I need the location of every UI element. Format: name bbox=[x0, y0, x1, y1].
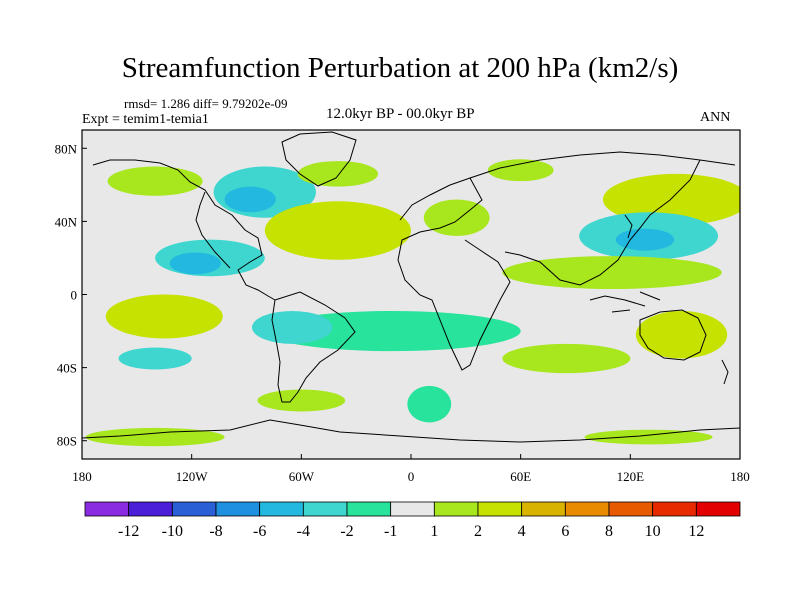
anomaly-region-indian-pos bbox=[502, 343, 631, 374]
colorbar-label: -1 bbox=[384, 523, 397, 540]
experiment-label: Expt = temim1-temia1 bbox=[82, 112, 209, 127]
colorbar: -12 -10 -8 -6 -4 -2 -1 1 2 4 6 8 10 12 bbox=[84, 501, 741, 540]
anomaly-region-ne-pacific-neg-core bbox=[169, 252, 221, 275]
colorbar-swatch bbox=[652, 501, 697, 517]
coast-asia bbox=[469, 151, 736, 286]
colorbar-swatch bbox=[171, 501, 217, 517]
y-tick-label: 80S bbox=[57, 434, 77, 449]
colorbar-swatch bbox=[477, 501, 523, 517]
colorbar-swatch bbox=[215, 501, 261, 517]
x-tick-label: 60W bbox=[289, 469, 315, 484]
colorbar-swatch bbox=[259, 501, 304, 517]
season-label: ANN bbox=[700, 110, 731, 125]
colorbar-swatch bbox=[521, 501, 566, 517]
anomaly-region-antarctic-pos bbox=[584, 429, 713, 445]
anomaly-region-europe-pos bbox=[423, 199, 490, 237]
anomaly-region-nw-pacific-pos-core bbox=[633, 188, 700, 211]
anomaly-region-alaska-pos bbox=[107, 166, 203, 196]
y-tick-label: 40S bbox=[57, 361, 77, 376]
anomaly-region-s-america-pos bbox=[257, 389, 346, 412]
colorbar-swatch bbox=[84, 501, 130, 517]
y-tick-label: 0 bbox=[71, 288, 78, 303]
colorbar-label: -8 bbox=[209, 523, 222, 540]
x-tick-label: 120W bbox=[176, 469, 209, 484]
colorbar-swatch bbox=[564, 501, 610, 517]
colorbar-swatch bbox=[346, 501, 392, 517]
anomaly-region-canada-pos bbox=[297, 161, 379, 187]
y-tick-label: 40N bbox=[55, 214, 78, 229]
coast-indonesia bbox=[589, 291, 661, 313]
x-tick-label: 60E bbox=[510, 469, 531, 484]
colorbar-label: 2 bbox=[474, 523, 482, 540]
stats-line: rmsd= 1.286 diff= 9.79202e-09 bbox=[124, 96, 288, 111]
coast-greenland bbox=[281, 131, 357, 187]
anomaly-region-s-ocean-pos bbox=[85, 427, 225, 447]
colorbar-swatch bbox=[128, 501, 173, 517]
colorbar-swatch bbox=[695, 501, 741, 517]
colorbar-label: 8 bbox=[605, 523, 613, 540]
map-title: Streamfunction Perturbation at 200 hPa (… bbox=[121, 52, 679, 84]
x-tick-label: 180 bbox=[72, 469, 92, 484]
anomaly-region-n-indian-pos bbox=[502, 256, 722, 290]
anomaly-region-siberia-pos bbox=[487, 159, 554, 182]
colorbar-label: 10 bbox=[645, 523, 661, 540]
anomaly-region-e-pacific-pos-core bbox=[140, 305, 199, 328]
colorbar-label: 6 bbox=[561, 523, 569, 540]
x-tick-label: 180 bbox=[730, 469, 750, 484]
coastlines bbox=[82, 131, 740, 443]
anomaly-region-australia-pos-core bbox=[666, 323, 704, 346]
anomaly-region-atlantic-pos-core bbox=[290, 212, 379, 246]
y-tick-label: 80N bbox=[55, 141, 78, 156]
colorbar-swatch bbox=[608, 501, 654, 517]
colorbar-swatch bbox=[390, 501, 435, 517]
anomaly-field bbox=[85, 159, 740, 447]
colorbar-label: 12 bbox=[688, 523, 704, 540]
colorbar-label: -2 bbox=[340, 523, 353, 540]
colorbar-label: -4 bbox=[297, 523, 310, 540]
anomaly-region-west-pacific-neg-core bbox=[615, 228, 675, 251]
coast-europe-africa bbox=[397, 177, 511, 371]
coast-australia bbox=[639, 309, 707, 361]
colorbar-label: -12 bbox=[118, 523, 139, 540]
colorbar-swatch bbox=[433, 501, 479, 517]
anomaly-region-s-pacific-neg bbox=[118, 347, 192, 370]
colorbar-label: 1 bbox=[430, 523, 438, 540]
colorbar-label: -10 bbox=[162, 523, 183, 540]
colorbar-label: -6 bbox=[253, 523, 266, 540]
colorbar-swatch bbox=[302, 501, 348, 517]
x-tick-label: 0 bbox=[408, 469, 415, 484]
anomaly-region-n-america-neg-core bbox=[224, 186, 276, 213]
coast-antarctica bbox=[82, 419, 740, 443]
coast-new-zealand bbox=[721, 359, 729, 385]
anomaly-region-s-america-neg bbox=[251, 310, 333, 344]
x-tick-label: 120E bbox=[617, 469, 645, 484]
coast-north-america bbox=[92, 159, 276, 301]
colorbar-label: 4 bbox=[518, 523, 526, 540]
axis-ticks: 180 120W 60W 0 60E 120E 180 80N 40N 0 40S 80S bbox=[55, 141, 750, 484]
period-label: 12.0kyr BP - 00.0kyr BP bbox=[326, 106, 475, 122]
anomaly-region-s-atlantic-neg bbox=[407, 385, 452, 423]
coast-south-america bbox=[271, 291, 356, 403]
